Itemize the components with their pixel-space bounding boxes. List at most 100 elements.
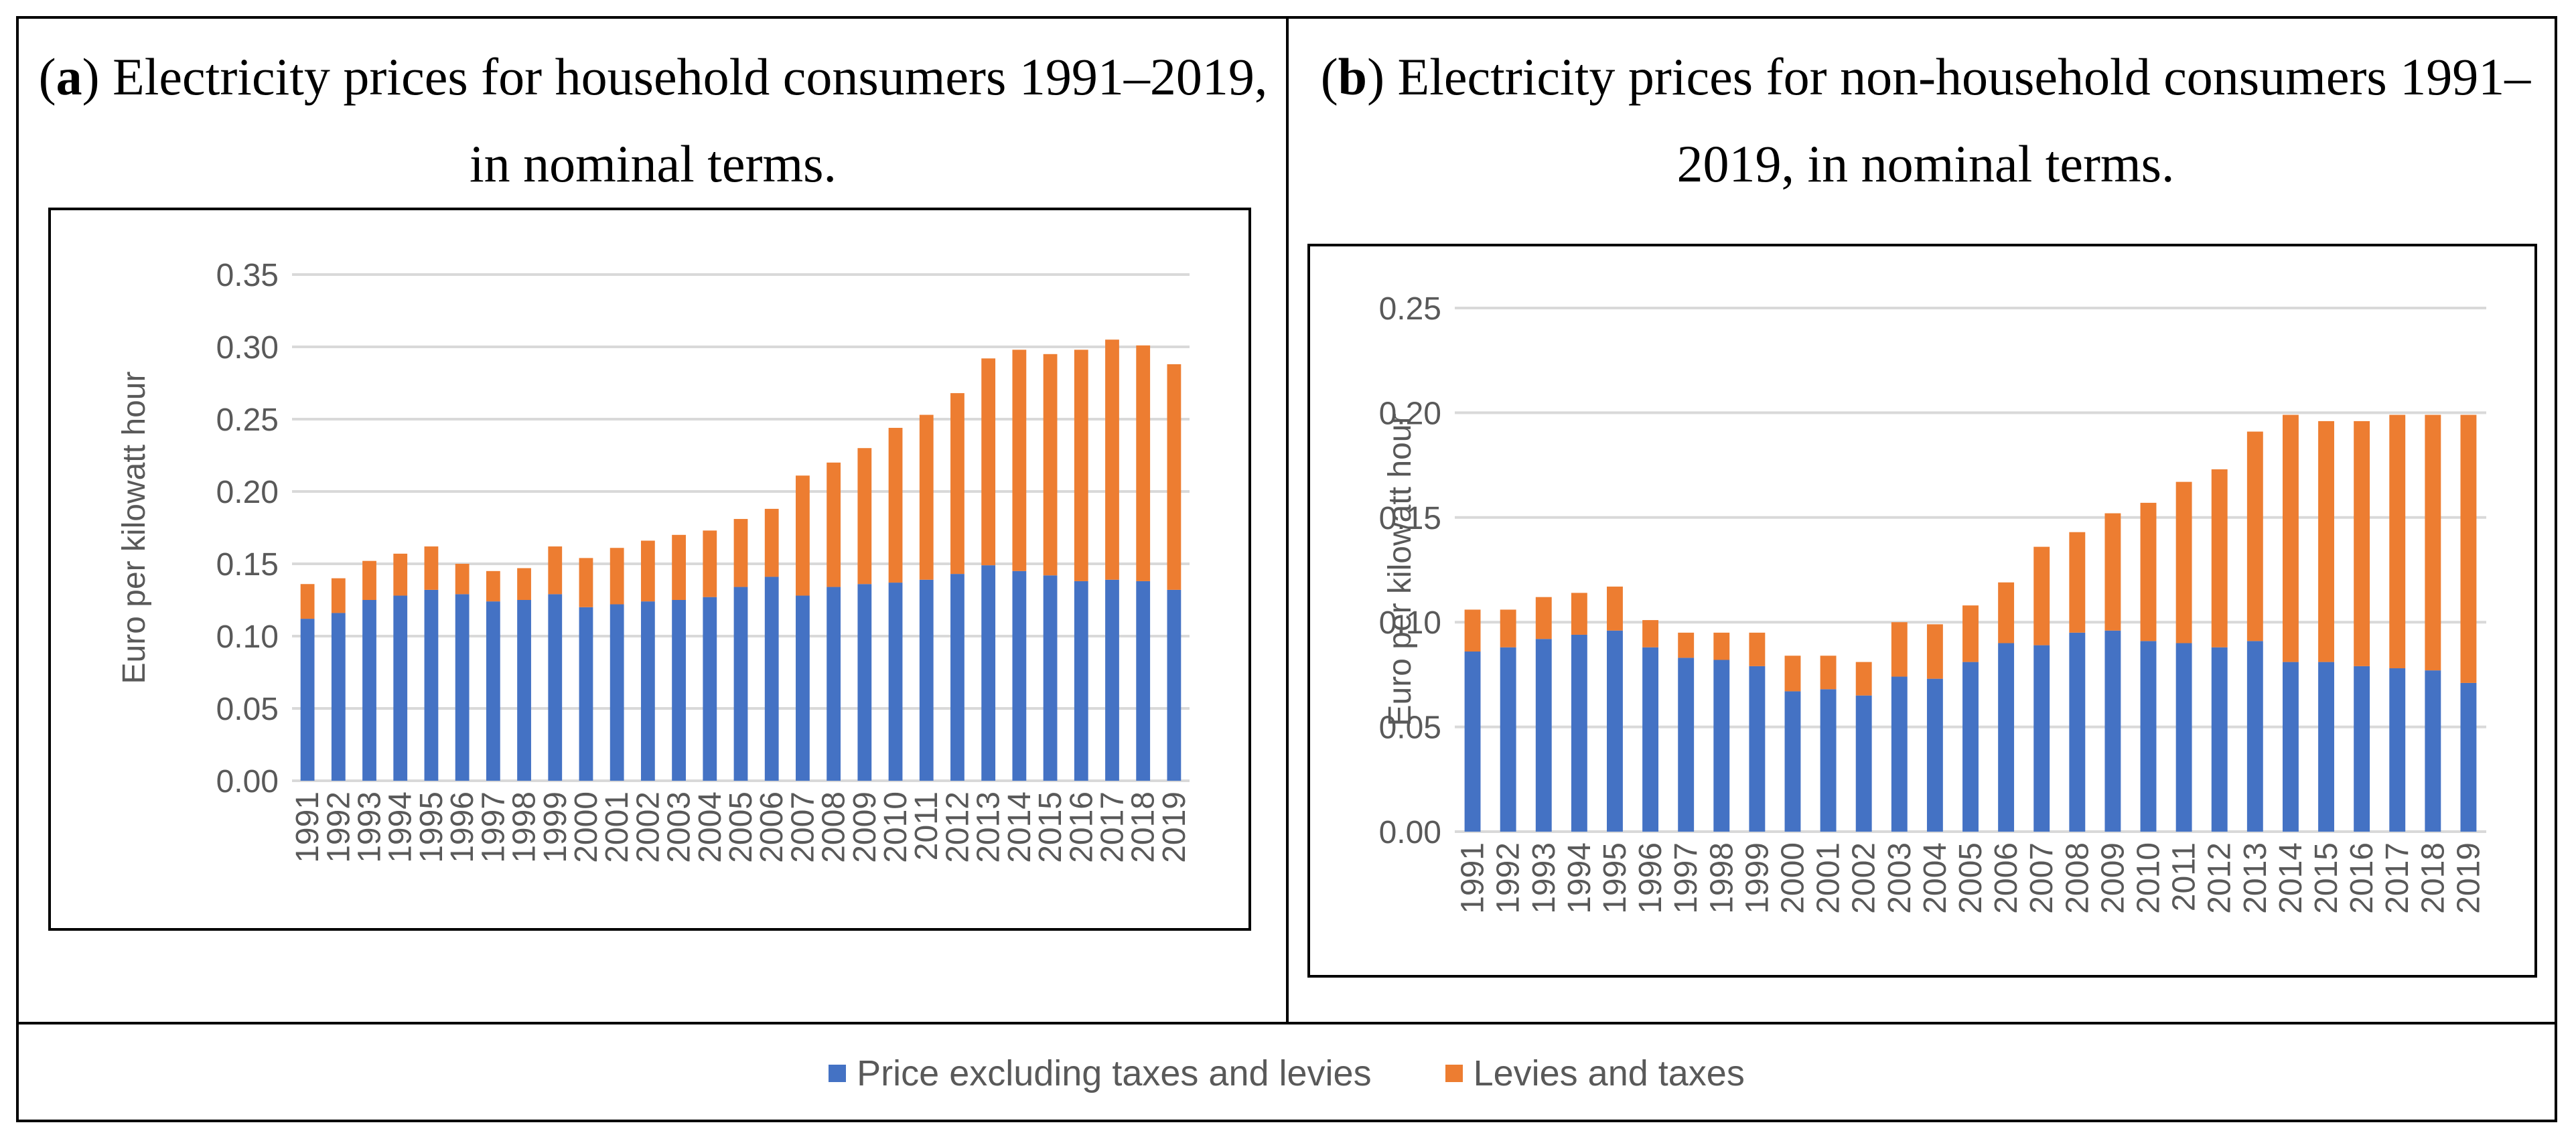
chart-b-bar-tax-2015 (2318, 421, 2334, 662)
chart-a-xtick-label: 2014 (1002, 791, 1037, 863)
chart-b-bar-base-2001 (1820, 689, 1837, 832)
chart-a-bar-tax-2010 (888, 427, 903, 583)
chart-b-bar-tax-2013 (2246, 431, 2263, 641)
chart-b-xtick-label: 2016 (2344, 842, 2380, 914)
chart-a-xtick-label: 2007 (785, 791, 820, 863)
chart-a: 0.00 0.05 0.10 0.15 0.20 0.25 0.30 0.35 Euro per… (117, 258, 1192, 863)
chart-b-bar-base-1999 (1749, 666, 1766, 832)
chart-a-bar-base-1999 (548, 594, 563, 781)
chart-a-bar-tax-2018 (1136, 345, 1151, 581)
chart-a-ytick-label: 0.25 (216, 402, 279, 438)
chart-b-bar-tax-2010 (2140, 502, 2157, 641)
legend: Price excluding taxes and levies Levies … (16, 1024, 2557, 1122)
chart-b-xtick-label: 2008 (2060, 842, 2095, 914)
chart-a-xtick-label: 2017 (1094, 791, 1130, 863)
chart-a-bar-tax-2017 (1105, 339, 1119, 580)
chart-a-bar-base-1997 (486, 601, 500, 781)
chart-a-xtick-label: 1996 (445, 791, 480, 863)
chart-b-xtick-label: 2014 (2273, 842, 2309, 914)
chart-a-bar-base-1995 (424, 589, 439, 781)
chart-b-bar-tax-2003 (1891, 622, 1908, 677)
chart-a-xtick-label: 2010 (878, 791, 914, 863)
chart-b-bar-base-2014 (2282, 662, 2299, 832)
chart-b-bar-tax-2011 (2175, 481, 2192, 643)
chart-a-bar-base-2009 (857, 584, 872, 781)
chart-a-bar-tax-2000 (579, 558, 593, 607)
chart-b-xtick-label: 2010 (2131, 842, 2167, 914)
chart-b-bar-base-2006 (1998, 643, 2015, 832)
chart-b-xtick-label: 2015 (2309, 842, 2344, 914)
chart-b-bar-tax-1994 (1571, 593, 1587, 635)
chart-b-xtick-label: 2019 (2451, 842, 2486, 914)
chart-a-ytick-label: 0.05 (216, 692, 279, 727)
chart-a-xtick-label: 2003 (662, 791, 697, 863)
chart-b-xtick-label: 1994 (1562, 842, 1597, 914)
chart-b-bar-base-2004 (1926, 678, 1943, 832)
chart-a-bar-tax-1993 (362, 560, 376, 600)
chart-a-bar-base-2003 (672, 600, 686, 781)
chart-b-bar-base-2007 (2033, 645, 2050, 832)
chart-a-xtick-label: 2011 (909, 791, 944, 860)
chart-a-xtick-label: 1993 (352, 791, 388, 863)
chart-a-bar-base-2014 (1012, 570, 1027, 781)
chart-a-bar-base-2000 (579, 607, 593, 781)
panel-b-letter: b (1338, 48, 1368, 106)
chart-a-bar-tax-2012 (950, 393, 964, 575)
chart-b-bar-base-2002 (1855, 695, 1872, 832)
chart-a-bar-tax-2019 (1167, 364, 1182, 590)
chart-a-bar-tax-1996 (455, 564, 470, 595)
chart-a-bar-base-2008 (827, 587, 841, 781)
chart-a-bar-base-2011 (919, 579, 934, 781)
chart-b-bar-base-2009 (2104, 630, 2121, 832)
chart-b-bar-base-1998 (1713, 660, 1730, 832)
chart-a-xtick-label: 2018 (1126, 791, 1161, 863)
chart-a-ytick-label: 0.00 (216, 764, 279, 800)
chart-a-xtick-label: 2013 (971, 791, 1007, 863)
panel-b-title: (b) Electricity prices for non-household… (1320, 48, 2531, 193)
chart-b-bar-base-2005 (1962, 662, 1979, 832)
legend-label-base: Price excluding taxes and levies (857, 1053, 1372, 1093)
chart-a-xtick-label: 2012 (940, 791, 975, 863)
chart-a-bar-tax-1995 (424, 546, 439, 590)
chart-a-bar-tax-1991 (300, 584, 315, 619)
chart-b-bar-base-2008 (2069, 632, 2086, 832)
chart-a-bar-base-1992 (331, 613, 346, 781)
chart-a-bar-tax-2002 (640, 540, 655, 602)
chart-b-bar-tax-2006 (1998, 582, 2015, 643)
chart-b-bar-base-1992 (1500, 647, 1516, 832)
chart-a-bar-tax-2004 (703, 530, 717, 597)
legend-item-tax: Levies and taxes (1445, 1053, 1745, 1094)
chart-b-bar-base-2000 (1784, 691, 1801, 832)
chart-a-bar-tax-2013 (981, 358, 996, 566)
chart-a-bar-base-2016 (1074, 581, 1088, 781)
legend-divider (16, 1022, 2557, 1024)
chart-b-bar-tax-2009 (2104, 513, 2121, 631)
chart-a-bar-base-1996 (455, 594, 470, 781)
chart-a-bar-base-2006 (764, 577, 779, 781)
chart-b-bar-tax-2002 (1855, 662, 1872, 696)
chart-a-bar-base-1991 (300, 619, 315, 781)
chart-a-bar-base-2001 (610, 604, 624, 781)
chart-b-bar-base-2003 (1891, 676, 1908, 832)
chart-a-bar-base-2012 (950, 574, 964, 781)
chart-b-bar-tax-2019 (2460, 414, 2477, 683)
chart-b-xtick-label: 2003 (1882, 842, 1918, 914)
chart-b-bar-base-1991 (1464, 651, 1481, 832)
chart-b-xtick-label: 2012 (2202, 842, 2238, 914)
chart-b-xtick-label: 2001 (1811, 842, 1847, 914)
chart-b-xtick-label: 1991 (1455, 842, 1491, 914)
chart-b-bar-base-1996 (1642, 647, 1659, 832)
chart-a-ytick-label: 0.35 (216, 258, 279, 293)
chart-b-ytick-label: 0.00 (1379, 815, 1441, 850)
chart-a-bar-tax-1999 (548, 546, 563, 595)
chart-b-ytick-label: 0.10 (1379, 605, 1441, 641)
chart-b-bar-base-2017 (2389, 668, 2406, 832)
chart-b-bar-tax-2018 (2425, 414, 2441, 671)
chart-b-bar-tax-1997 (1678, 632, 1695, 658)
chart-b-bar-base-2010 (2140, 641, 2157, 832)
chart-b-xtick-label: 2007 (2024, 842, 2060, 914)
chart-a-bar-base-2019 (1167, 589, 1182, 781)
chart-b-xtick-label: 2002 (1847, 842, 1882, 914)
chart-a-xtick-label: 1997 (476, 791, 511, 863)
chart-b-bar-tax-2000 (1784, 656, 1801, 692)
